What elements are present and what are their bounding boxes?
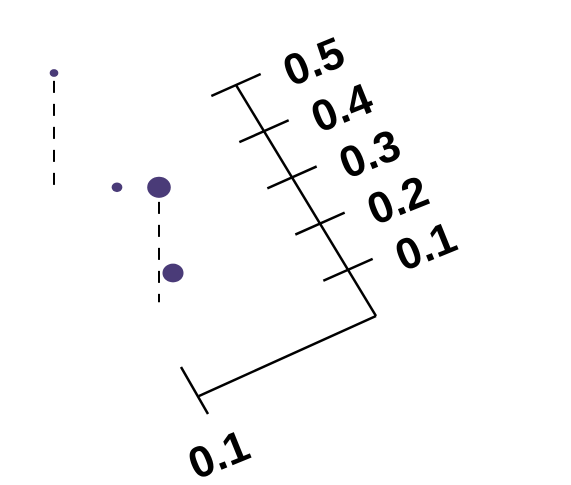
y-axis-tick [294,211,346,236]
data-point [162,263,184,283]
y-axis-line [234,84,378,317]
data-points [49,69,184,283]
data-point [49,69,59,77]
x-axis-tick [179,366,210,415]
y-axis-tick [322,257,374,282]
x-axis-line [198,314,377,398]
y-axis-tick [238,119,290,144]
data-point [111,182,123,193]
drop-lines [53,80,160,303]
x-tick-label: 0.1 [181,421,256,485]
data-point [147,176,171,198]
y-axis-tick [266,165,318,190]
y-axis-tick [210,72,262,98]
axes: 0.10.20.30.40.50.1 [179,28,463,485]
